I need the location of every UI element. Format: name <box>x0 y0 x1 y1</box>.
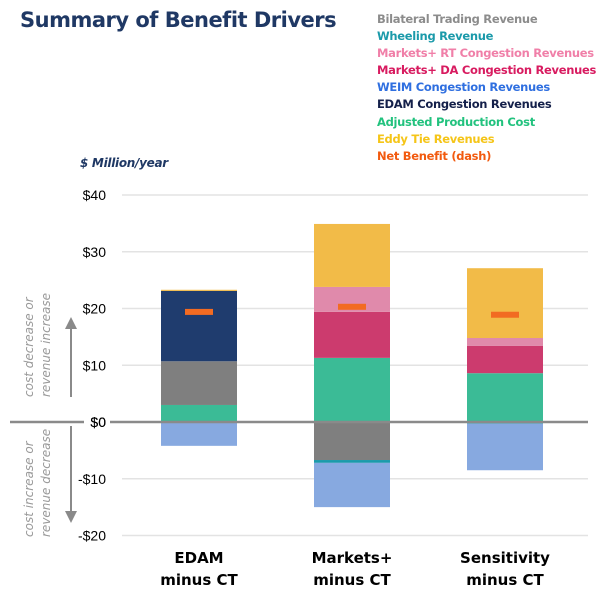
y-tick-label: $20 <box>83 301 107 317</box>
y-tick-label: $40 <box>83 187 107 203</box>
y-tick-label-zero: $0 <box>90 414 106 430</box>
net-benefit-dash <box>491 311 519 318</box>
y-tick-label: -$10 <box>78 471 106 487</box>
legend-item: Bilateral Trading Revenue <box>377 12 538 26</box>
bar-segment-weim-congestion-revenues <box>467 423 543 471</box>
legend-item: Eddy Tie Revenues <box>377 131 495 146</box>
bar-segment-edam-congestion-revenues <box>161 290 237 362</box>
bar-segment-weim-congestion-revenues <box>314 462 390 508</box>
legend-item: EDAM Congestion Revenues <box>377 97 552 112</box>
bar-segment-adjusted-production-cost <box>314 357 390 422</box>
bar-segment-eddy-tie-revenues <box>314 223 390 287</box>
annotation-down-line2: revenue decrease <box>39 429 53 537</box>
net-benefit-dash <box>185 308 213 315</box>
bar-segment-markets-rt-congestion-revenues <box>467 338 543 346</box>
annotation-up-line2: revenue increase <box>39 293 53 397</box>
legend-item: Net Benefit (dash) <box>377 148 492 163</box>
y-tick-label: $0 <box>90 414 106 430</box>
legend-item: WEIM Congestion Revenues <box>377 80 550 95</box>
legend-item: Markets+ RT Congestion Revenues <box>377 46 594 61</box>
bar-segment-bilateral-trading-revenue <box>161 361 237 405</box>
bar-segment-eddy-tie-revenues <box>161 289 237 291</box>
legend-item: Markets+ DA Congestion Revenues <box>377 63 597 78</box>
x-axis-label-line2: minus CT <box>466 571 544 589</box>
bar-segment-adjusted-production-cost <box>161 404 237 422</box>
bar-segment-markets-da-congestion-revenues <box>314 311 390 358</box>
annotation-down-line1: cost increase or <box>22 440 36 537</box>
y-axis-unit-label: $ Million/year <box>80 156 168 170</box>
x-axis-label-line2: minus CT <box>313 571 391 589</box>
y-tick-label: -$20 <box>78 528 106 544</box>
bar-segment-weim-congestion-revenues <box>161 422 237 446</box>
bar-segment-bilateral-trading-revenue <box>314 422 390 461</box>
bar-segment-markets-da-congestion-revenues <box>467 345 543 374</box>
zero-label-gap <box>84 414 110 430</box>
legend-item: Adjusted Production Cost <box>377 114 535 129</box>
x-axis-label-line1: Sensitivity <box>460 549 550 567</box>
bar-segment-eddy-tie-revenues <box>467 268 543 339</box>
chart-title: Summary of Benefit Drivers <box>20 8 337 32</box>
y-tick-label: $30 <box>83 244 107 260</box>
legend: Bilateral Trading Revenue Wheeling Revenu… <box>377 11 596 165</box>
legend-item: Wheeling Revenue <box>377 29 494 44</box>
x-axis-label-line1: Markets+ <box>312 549 393 567</box>
bar-segment-adjusted-production-cost <box>467 373 543 422</box>
x-axis-label-line1: EDAM <box>174 549 223 567</box>
x-axis-label-line2: minus CT <box>160 571 238 589</box>
bar-segment-wheeling-revenue <box>314 460 390 463</box>
net-benefit-dash <box>338 303 366 310</box>
y-tick-label: $10 <box>83 357 107 373</box>
annotation-up-line1: cost decrease or <box>22 296 36 397</box>
